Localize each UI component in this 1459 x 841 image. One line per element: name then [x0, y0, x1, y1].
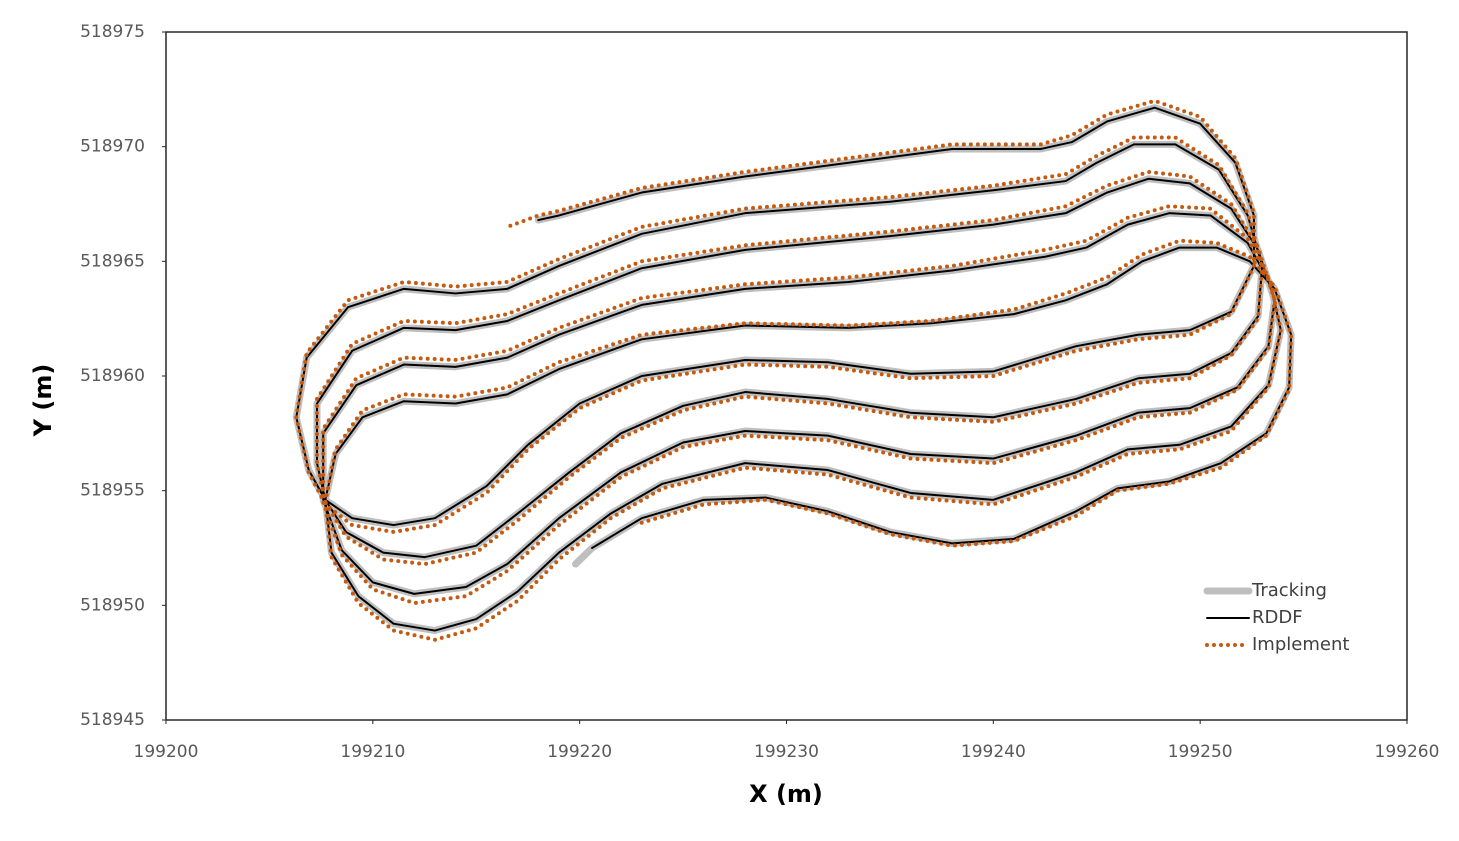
y-tick-label: 518955 [80, 481, 145, 501]
legend-label: Implement [1252, 634, 1349, 655]
y-tick-label: 518965 [80, 251, 145, 271]
series-line [295, 106, 1293, 632]
legend-label: Tracking [1251, 580, 1327, 601]
series-line [294, 98, 1294, 642]
x-tick-label: 199240 [961, 742, 1026, 762]
y-tick-label: 518960 [80, 366, 145, 386]
x-tick-label: 199200 [134, 742, 199, 762]
legend-label: RDDF [1252, 607, 1303, 628]
x-tick-label: 199230 [754, 742, 819, 762]
x-tick-label: 199260 [1375, 742, 1440, 762]
y-tick-label: 518945 [80, 710, 145, 730]
y-tick-label: 518950 [80, 595, 145, 615]
x-tick-label: 199220 [547, 742, 612, 762]
plot-area [165, 31, 1408, 721]
legend: Tracking RDDF Implement [1203, 580, 1349, 655]
y-tick-label: 518975 [80, 22, 145, 42]
x-tick-label: 199250 [1168, 742, 1233, 762]
y-tick-label: 518970 [80, 137, 145, 157]
x-axis-title: X (m) [749, 780, 823, 808]
y-axis-title: Y (m) [29, 364, 57, 438]
x-tick-label: 199210 [340, 742, 405, 762]
series-layer [292, 98, 1295, 642]
